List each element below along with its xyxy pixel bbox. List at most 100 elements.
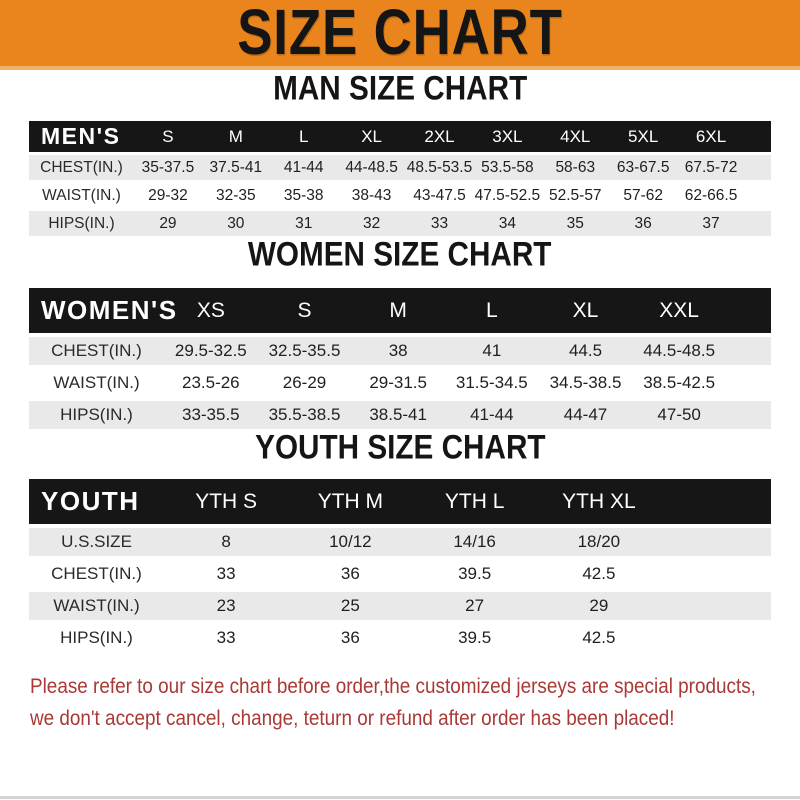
- size-chart-title: SIZE CHART: [237, 0, 563, 68]
- size-chart-banner: SIZE CHART: [0, 0, 800, 70]
- size-column-header: XS: [196, 298, 225, 322]
- table-cell: 32: [362, 214, 381, 232]
- table-cell: 58-63: [555, 158, 596, 176]
- table-cell: 44.5: [568, 341, 603, 360]
- youth-size-chart-heading-text: YOUTH SIZE CHART: [254, 427, 546, 466]
- size-column-header: 5XL: [628, 126, 659, 146]
- women-size-table: WOMEN'S XS S M L XL XXL CHEST(IN.) 29.5-32.5 32.5…: [29, 288, 771, 429]
- table-cell: 30: [227, 214, 245, 232]
- size-column-header: 4XL: [560, 126, 591, 146]
- measurement-row-label: HIPS(IN.): [60, 405, 133, 424]
- table-cell: 43-47.5: [413, 186, 466, 204]
- disclaimer-line-1: Please refer to our size chart before or…: [30, 675, 756, 698]
- size-column-header: S: [162, 126, 174, 146]
- table-cell: 63-67.5: [616, 158, 670, 176]
- table-cell: 38.5-42.5: [643, 373, 716, 392]
- youth-size-chart-heading: YOUTH SIZE CHART: [0, 427, 800, 466]
- bottom-divider: [0, 796, 800, 799]
- table-row: CHEST(IN.) 33 36 39.5 42.5: [29, 560, 771, 588]
- table-cell: 35-38: [283, 186, 324, 204]
- size-column-header: M: [389, 298, 407, 322]
- table-cell: 33-35.5: [181, 405, 240, 424]
- table-header-bar: MEN'S S M L XL 2XL 3XL 4XL 5XL 6XL: [29, 121, 771, 152]
- disclaimer-text: Please refer to our size chart before or…: [30, 671, 800, 735]
- table-cell: 52.5-57: [548, 186, 602, 204]
- table-cell: 37.5-41: [209, 158, 263, 176]
- table-cell: 29.5-32.5: [174, 341, 247, 360]
- table-cell: 41-44: [470, 405, 514, 424]
- youth-size-table: YOUTH YTH S YTH M YTH L YTH XL U.S.SIZE 8 10/12…: [29, 479, 771, 652]
- man-size-chart-heading-text: MAN SIZE CHART: [272, 68, 528, 107]
- measurement-row-label: WAIST(IN.): [53, 373, 140, 392]
- size-column-header: YTH XL: [562, 489, 636, 513]
- table-cell: 42.5: [582, 628, 616, 647]
- size-column-header: YTH S: [195, 489, 258, 513]
- table-cell: 38.5-41: [369, 405, 427, 424]
- table-cell: 44-47: [563, 405, 608, 424]
- table-cell: 36: [340, 628, 360, 647]
- table-cell: 62-66.5: [684, 186, 738, 204]
- table-cell: 38: [388, 341, 408, 360]
- table-cell: 35-37.5: [141, 158, 195, 176]
- size-column-header: XXL: [659, 298, 699, 322]
- table-header-bar: WOMEN'S XS S M L XL XXL: [29, 288, 771, 333]
- table-cell: 34.5-38.5: [549, 373, 622, 392]
- table-cell: 35: [566, 214, 584, 232]
- table-cell: 25: [340, 596, 360, 615]
- table-row: WAIST(IN.) 29-32 32-35 35-38 38-43 43-47.5 47.…: [29, 183, 771, 208]
- table-cell: 27: [465, 596, 485, 615]
- measurement-row-label: HIPS(IN.): [60, 628, 133, 647]
- women-size-chart-heading-text: WOMEN SIZE CHART: [248, 234, 552, 273]
- table-cell: 23: [216, 596, 236, 615]
- table-cell: 10/12: [329, 532, 372, 551]
- table-cell: 57-62: [623, 186, 663, 204]
- table-row: HIPS(IN.) 33-35.5 35.5-38.5 38.5-41 41-44 44-…: [29, 401, 771, 429]
- table-cell: 47.5-52.5: [474, 186, 541, 204]
- measurement-row-label: WAIST(IN.): [53, 596, 140, 615]
- table-row: WAIST(IN.) 23 25 27 29: [29, 592, 771, 620]
- size-column-header: 3XL: [492, 126, 523, 146]
- table-cell: 44-48.5: [345, 158, 398, 176]
- table-cell: 29-31.5: [369, 373, 427, 392]
- table-cell: 26-29: [282, 373, 327, 392]
- table-cell: 48.5-53.5: [406, 158, 473, 176]
- table-cell: 29: [159, 214, 177, 232]
- table-cell: 36: [634, 214, 652, 232]
- table-cell: 42.5: [582, 564, 616, 583]
- measurement-row-label: U.S.SIZE: [61, 532, 132, 551]
- table-cell: 33: [430, 214, 449, 232]
- table-title-label: MEN'S: [41, 123, 121, 149]
- table-cell: 33: [216, 564, 236, 583]
- table-cell: 41-44: [283, 158, 324, 176]
- size-column-header: 2XL: [424, 126, 455, 146]
- table-cell: 34: [498, 214, 516, 232]
- table-row: HIPS(IN.) 33 36 39.5 42.5: [29, 624, 771, 652]
- table-row: WAIST(IN.) 23.5-26 26-29 29-31.5 31.5-34.5 34…: [29, 369, 771, 397]
- measurement-row-label: CHEST(IN.): [51, 341, 142, 360]
- men-size-table: MEN'S S M L XL 2XL 3XL 4XL 5XL 6XL CHEST(IN.) 35-37…: [29, 121, 771, 236]
- table-cell: 41: [482, 341, 502, 360]
- table-row: CHEST(IN.) 35-37.5 37.5-41 41-44 44-48.5 48.5…: [29, 155, 771, 180]
- table-cell: 67.5-72: [684, 158, 738, 176]
- table-cell: 53.5-58: [481, 158, 534, 176]
- table-header-bar: YOUTH YTH S YTH M YTH L YTH XL: [29, 479, 771, 524]
- table-cell: 18/20: [577, 532, 621, 551]
- table-cell: 37: [702, 214, 720, 232]
- table-cell: 31: [295, 214, 313, 232]
- table-cell: 31.5-34.5: [455, 373, 528, 392]
- measurement-row-label: WAIST(IN.): [42, 186, 121, 204]
- table-cell: 47-50: [657, 405, 701, 424]
- table-title-label: YOUTH: [41, 486, 140, 516]
- size-column-header: L: [485, 298, 498, 322]
- disclaimer-line-2: we don't accept cancel, change, teturn o…: [30, 707, 675, 730]
- table-cell: 33: [216, 628, 236, 647]
- table-cell: 8: [221, 532, 231, 551]
- size-column-header: 6XL: [695, 126, 727, 146]
- size-column-header: L: [298, 126, 309, 146]
- table-cell: 44.5-48.5: [643, 341, 716, 360]
- measurement-row-label: HIPS(IN.): [48, 214, 115, 232]
- table-cell: 23.5-26: [181, 373, 240, 392]
- size-column-header: M: [228, 126, 243, 146]
- women-size-chart-heading: WOMEN SIZE CHART: [0, 234, 800, 273]
- table-row: HIPS(IN.) 29 30 31 32 33 34 35 36 37: [29, 211, 771, 236]
